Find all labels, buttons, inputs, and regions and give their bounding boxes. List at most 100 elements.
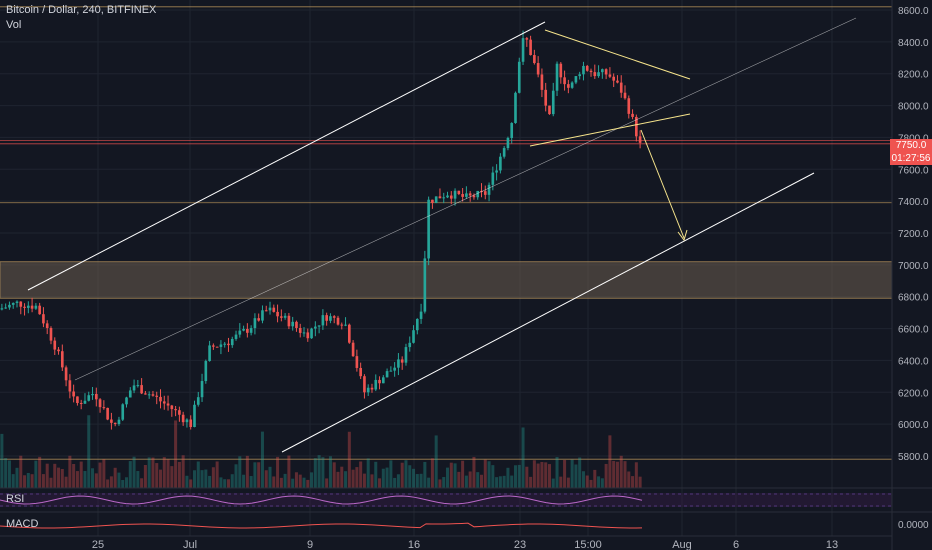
candle-body xyxy=(38,305,41,315)
volume-bar xyxy=(566,477,570,488)
volume-bar xyxy=(79,461,83,488)
candle-body xyxy=(548,105,551,115)
volume-bar xyxy=(121,479,125,488)
volume-bar xyxy=(279,477,283,488)
volume-bar xyxy=(532,460,536,488)
candle-body xyxy=(19,301,23,307)
volume-bar xyxy=(434,435,438,488)
candle-body xyxy=(612,76,615,81)
time-tick: 9 xyxy=(307,539,313,550)
candle-body xyxy=(423,258,427,312)
volume-bar xyxy=(23,475,27,488)
candle-body xyxy=(412,330,415,343)
volume-bar xyxy=(355,467,359,488)
volume-bar xyxy=(438,479,442,488)
price-axis: 8600.0 8400.0 8200.0 8000.0 7800.0 7600.0 7400… xyxy=(891,0,929,550)
volume-bar xyxy=(181,455,185,488)
candle-body xyxy=(238,330,242,335)
candle-body xyxy=(178,410,181,415)
volume-bar xyxy=(604,463,608,488)
candle-body xyxy=(72,391,75,397)
candle-body xyxy=(487,184,491,195)
volume-bar xyxy=(19,455,23,488)
volume-bar xyxy=(177,461,181,488)
volume-bar xyxy=(245,455,249,488)
candle-body xyxy=(476,190,480,198)
volume-bar xyxy=(38,456,42,488)
candle-body xyxy=(574,76,578,83)
candle-body xyxy=(302,332,306,334)
volume-bar xyxy=(313,458,317,488)
candle-body xyxy=(438,196,442,199)
volume-bar xyxy=(26,472,30,488)
candle-body xyxy=(340,324,344,326)
volume-bar xyxy=(623,461,627,488)
volume-bar xyxy=(249,476,253,488)
volume-bar xyxy=(125,477,129,488)
volume-bar xyxy=(423,461,427,488)
candle-body xyxy=(351,342,355,357)
volume-bar xyxy=(513,465,517,488)
candle-body xyxy=(317,325,321,327)
channel-upper-line xyxy=(27,21,546,291)
volume-bar xyxy=(491,465,495,488)
time-tick: 23 xyxy=(514,539,526,550)
volume-bar xyxy=(374,461,378,488)
candle-body xyxy=(495,170,498,173)
candle-body xyxy=(635,116,638,137)
candle-body xyxy=(83,400,87,404)
volume-bar xyxy=(113,467,117,488)
candle-body xyxy=(400,359,404,363)
candle-body xyxy=(283,315,287,318)
candle-body xyxy=(230,338,234,346)
candle-body xyxy=(113,422,117,425)
candle-body xyxy=(427,199,430,259)
volume-bar xyxy=(242,474,246,488)
volume-bar xyxy=(498,476,502,488)
volume-bar xyxy=(476,472,480,488)
volume-bar xyxy=(555,457,559,488)
candle-body xyxy=(623,92,627,99)
candle-body xyxy=(23,306,26,308)
candle-body xyxy=(525,38,529,40)
candle-body xyxy=(30,305,34,309)
candle-body xyxy=(268,307,272,311)
volume-bar xyxy=(472,456,476,488)
candle-body xyxy=(64,367,68,381)
candle-body xyxy=(468,193,472,196)
price-tick: 6400.0 xyxy=(898,356,929,367)
candle-body xyxy=(359,367,362,377)
candle-body xyxy=(363,376,366,393)
candle-body xyxy=(604,69,608,75)
volume-bar xyxy=(612,460,616,488)
price-tick: 5800.0 xyxy=(898,452,929,463)
candle-body xyxy=(234,334,238,339)
volume-bar xyxy=(302,477,306,488)
candle-body xyxy=(170,405,174,410)
volume-bar xyxy=(631,476,635,488)
volume-bar xyxy=(487,461,491,488)
volume-bar xyxy=(68,455,72,488)
volume-bar xyxy=(427,477,431,488)
volume-bar xyxy=(185,475,189,488)
price-tick: 6000.0 xyxy=(898,420,929,431)
price-tick: 6800.0 xyxy=(898,293,929,304)
candle-body xyxy=(155,395,159,397)
candle-body xyxy=(415,318,419,331)
volume-bar xyxy=(0,433,4,488)
volume-bar xyxy=(340,466,344,488)
candle-body xyxy=(472,195,476,198)
volume-bar xyxy=(381,468,385,488)
volume-bar xyxy=(457,471,461,488)
volume-bar xyxy=(94,473,98,488)
candle-body xyxy=(638,136,642,143)
projection-arrow xyxy=(640,129,685,239)
volume-bar xyxy=(310,472,314,488)
volume-bar xyxy=(600,478,604,488)
candle-body xyxy=(567,84,570,88)
volume-bar xyxy=(34,460,38,488)
candle-body xyxy=(276,311,279,317)
wedge-upper-line xyxy=(544,29,691,80)
volume-bar xyxy=(306,479,310,488)
